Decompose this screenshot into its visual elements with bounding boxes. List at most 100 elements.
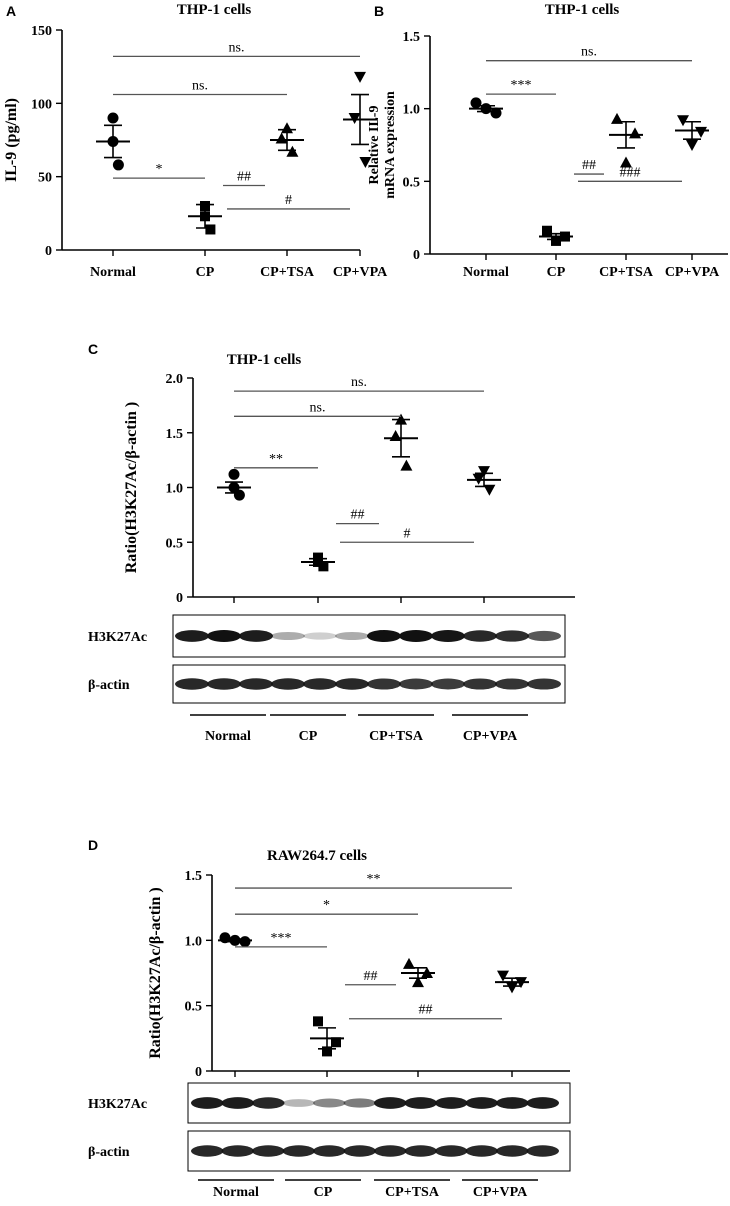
- chart-title: THP-1 cells: [545, 2, 620, 18]
- blot-row-label: H3K27Ac: [88, 630, 147, 645]
- data-point: [483, 484, 496, 496]
- blot-band: [175, 630, 209, 642]
- panel-a: A THP-1 cells 0 50 100 150 IL-9 (pg/ml) Normal C…: [3, 2, 388, 280]
- blot-row-label: H3K27Ac: [88, 1097, 147, 1112]
- blot-band: [271, 631, 305, 641]
- significance-label: ###: [620, 165, 641, 180]
- blot-band: [252, 1145, 285, 1157]
- y-tick-label: 1.0: [403, 103, 421, 118]
- group-0: [217, 468, 251, 501]
- x-tick-label: CP+TSA: [599, 265, 654, 280]
- y-tick-label: 1.0: [185, 934, 203, 949]
- data-point: [205, 224, 216, 235]
- group-1: [301, 552, 335, 572]
- blot-band: [527, 678, 561, 690]
- group-0: [469, 97, 503, 119]
- blot-row-label: β-actin: [88, 1145, 130, 1160]
- data-point: [318, 561, 329, 572]
- data-point: [542, 225, 552, 236]
- data-point: [354, 71, 366, 83]
- data-point: [233, 489, 245, 501]
- group-3: [495, 970, 529, 994]
- blot-band: [435, 1097, 468, 1109]
- blot-group-label: CP: [314, 1185, 333, 1200]
- y-tick-label: 0: [176, 591, 183, 606]
- panel-d: D RAW264.7 cells 0 0.5 1.0 1.5 Ratio(H3K27Ac/β…: [88, 837, 570, 1080]
- y-tick-label: 150: [31, 24, 52, 39]
- blot-band: [303, 632, 337, 640]
- data-point: [228, 468, 240, 480]
- blot-band: [191, 1145, 224, 1157]
- significance-label: ns.: [351, 375, 367, 390]
- significance-label: #: [285, 193, 292, 208]
- blot-band: [463, 678, 497, 690]
- blot-group-label: CP+TSA: [385, 1185, 440, 1200]
- x-tick-label: CP+VPA: [665, 265, 720, 280]
- x-tick-label: CP: [547, 265, 566, 280]
- data-point: [389, 430, 402, 442]
- significance-label: ##: [582, 158, 596, 173]
- y-tick-label: 1.0: [166, 482, 184, 497]
- group-0: [218, 932, 252, 948]
- blot-band: [431, 678, 465, 690]
- significance-label: ##: [419, 1003, 433, 1018]
- significance-label: ***: [511, 78, 532, 93]
- panel-letter: A: [6, 3, 16, 19]
- x-tick-label: Normal: [90, 265, 136, 280]
- x-tick-label: Normal: [463, 265, 509, 280]
- x-tick-label: CP+TSA: [260, 265, 315, 280]
- blot-band: [526, 1097, 559, 1109]
- data-point: [412, 976, 424, 988]
- blot-band: [496, 1145, 529, 1157]
- x-tick-label: CP+VPA: [333, 265, 388, 280]
- blot-group-label: CP+TSA: [369, 729, 424, 744]
- significance-label: #: [404, 526, 411, 541]
- y-axis-label: IL-9 (pg/ml): [3, 98, 20, 182]
- significance-label: ##: [364, 969, 378, 984]
- group-3: [343, 71, 377, 168]
- blot-band: [399, 678, 433, 690]
- group-3: [467, 466, 501, 496]
- data-point: [490, 107, 502, 119]
- blot-band: [404, 1145, 437, 1157]
- data-point: [286, 145, 299, 157]
- significance-label: *: [323, 898, 330, 913]
- data-point: [629, 127, 641, 139]
- data-point: [107, 112, 119, 124]
- y-tick-label: 1.5: [185, 869, 203, 884]
- blot-band: [404, 1097, 437, 1109]
- y-tick-label: 100: [31, 97, 52, 112]
- significance-label: ##: [237, 169, 251, 184]
- blot-band: [435, 1145, 468, 1157]
- data-point: [275, 132, 288, 144]
- y-axis-label: Ratio(H3K27Ac/β-actin ): [147, 887, 164, 1059]
- blot-band: [221, 1097, 254, 1109]
- panel-letter: B: [374, 3, 384, 19]
- blot-band: [465, 1145, 498, 1157]
- blot-band: [399, 630, 433, 642]
- data-point: [403, 957, 415, 969]
- y-tick-label: 1.5: [403, 30, 421, 45]
- blot-band: [526, 1145, 559, 1157]
- data-point: [313, 1016, 323, 1027]
- blot-band: [239, 630, 273, 642]
- western-blot-c: H3K27Ac β-actin Normal CP CP+TSA CP+VPA: [88, 614, 566, 744]
- blot-band: [239, 678, 273, 690]
- y-axis-label: Ratio(H3K27Ac/β-actin ): [123, 402, 140, 574]
- y-tick-label: 0: [413, 248, 420, 263]
- group-1: [539, 225, 573, 246]
- blot-band: [495, 678, 529, 690]
- y-tick-label: 0: [195, 1065, 202, 1080]
- blot-band: [367, 678, 401, 690]
- blot-band: [252, 1097, 285, 1109]
- blot-band: [496, 1097, 529, 1109]
- x-tick-label: CP: [196, 265, 215, 280]
- chart-title: THP-1 cells: [227, 352, 302, 368]
- data-point: [322, 1046, 332, 1057]
- significance-label: *: [156, 162, 163, 177]
- y-tick-label: 0.5: [185, 1000, 203, 1015]
- chart-title: THP-1 cells: [177, 2, 252, 18]
- group-2: [401, 957, 435, 988]
- data-point: [677, 115, 689, 127]
